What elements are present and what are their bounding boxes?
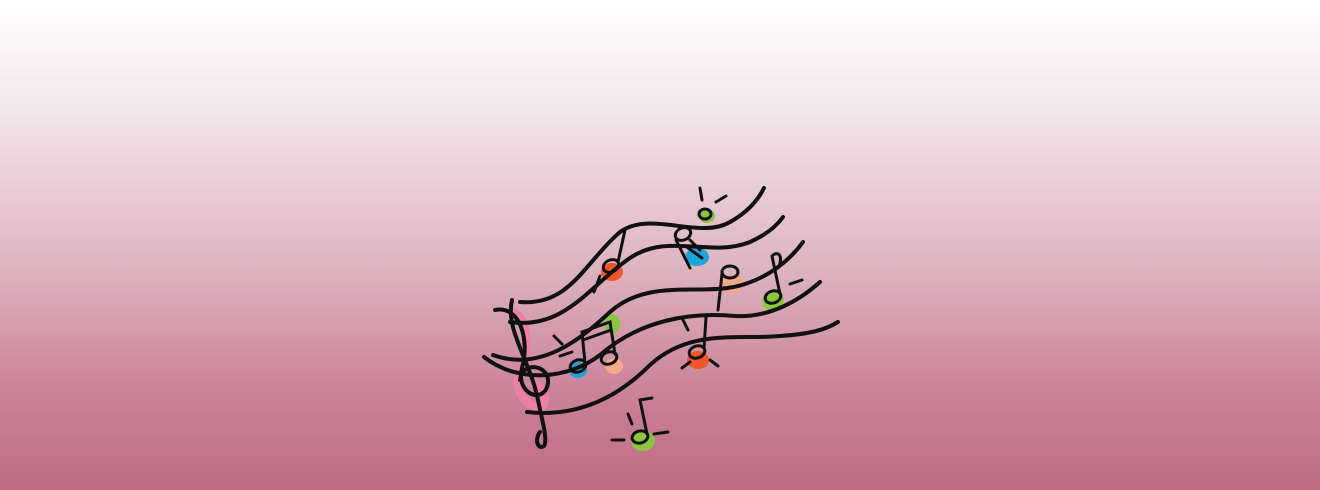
treble-clef-icon <box>493 298 551 449</box>
music-notes <box>552 186 804 445</box>
staff-lines <box>482 186 840 415</box>
music-notes-icon <box>482 186 840 451</box>
music-staff-illustration <box>470 170 860 470</box>
